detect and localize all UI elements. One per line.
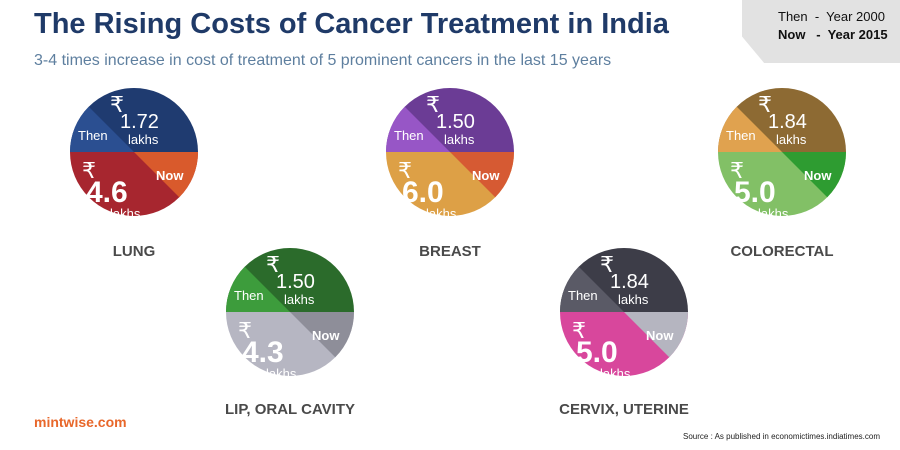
page-title: The Rising Costs of Cancer Treatment in … — [34, 8, 669, 40]
legend-now: Now - Year 2015 — [778, 27, 888, 42]
then-slice-shade — [560, 266, 624, 312]
now-label: Now — [646, 328, 674, 343]
now-label: Now — [156, 168, 184, 183]
label-colorectal: COLORECTAL — [730, 243, 833, 260]
rupee-symbol: ₹ — [572, 318, 586, 343]
now-slice-shade — [782, 152, 846, 198]
then-slice-shade — [386, 106, 450, 152]
now-value: 6.0 — [402, 176, 444, 209]
now-slice-shade — [624, 312, 688, 358]
label-lung: LUNG — [113, 243, 156, 260]
now-unit: lakhs — [426, 206, 457, 221]
then-label: Then — [394, 128, 424, 143]
then-unit: lakhs — [618, 292, 649, 307]
rupee-symbol: ₹ — [730, 158, 744, 183]
then-label: Then — [726, 128, 756, 143]
then-slice-shade — [226, 266, 290, 312]
page-subtitle: 3-4 times increase in cost of treatment … — [34, 52, 612, 69]
now-value: 4.6 — [86, 176, 128, 209]
source-note: Source : As published in economictimes.i… — [683, 432, 880, 441]
then-slice-shade — [718, 106, 782, 152]
rupee-symbol: ₹ — [758, 92, 772, 117]
now-label: Now — [472, 168, 500, 183]
legend-then: Then - Year 2000 — [778, 9, 885, 24]
now-slice-shade — [290, 312, 354, 358]
then-label: Then — [78, 128, 108, 143]
now-unit: lakhs — [110, 206, 141, 221]
now-label: Now — [312, 328, 340, 343]
then-value: 1.50 — [276, 271, 315, 293]
then-unit: lakhs — [128, 132, 159, 147]
then-slice-shade — [70, 106, 134, 152]
label-lip-oral-cavity: LIP, ORAL CAVITY — [225, 401, 355, 418]
then-value: 1.84 — [768, 111, 807, 133]
brand-logo-text[interactable]: mintwise.com — [34, 414, 127, 430]
label-cervix-uterine: CERVIX, UTERINE — [559, 401, 689, 418]
rupee-symbol: ₹ — [110, 92, 124, 117]
legend-box: Then - Year 2000 Now - Year 2015 — [742, 0, 900, 63]
now-value: 5.0 — [576, 336, 618, 369]
rupee-symbol: ₹ — [398, 158, 412, 183]
now-value: 5.0 — [734, 176, 776, 209]
rupee-symbol: ₹ — [266, 252, 280, 277]
now-unit: lakhs — [600, 366, 631, 381]
label-breast: BREAST — [419, 243, 481, 260]
then-unit: lakhs — [776, 132, 807, 147]
then-unit: lakhs — [284, 292, 315, 307]
then-value: 1.84 — [610, 271, 649, 293]
then-label: Then — [568, 288, 598, 303]
now-slice-shade — [450, 152, 514, 198]
now-label: Now — [804, 168, 832, 183]
rupee-symbol: ₹ — [426, 92, 440, 117]
now-value: 4.3 — [242, 336, 284, 369]
now-unit: lakhs — [266, 366, 297, 381]
rupee-symbol: ₹ — [238, 318, 252, 343]
then-value: 1.72 — [120, 111, 159, 133]
rupee-symbol: ₹ — [82, 158, 96, 183]
rupee-symbol: ₹ — [600, 252, 614, 277]
then-value: 1.50 — [436, 111, 475, 133]
now-unit: lakhs — [758, 206, 789, 221]
now-slice-shade — [134, 152, 198, 198]
then-unit: lakhs — [444, 132, 475, 147]
then-label: Then — [234, 288, 264, 303]
